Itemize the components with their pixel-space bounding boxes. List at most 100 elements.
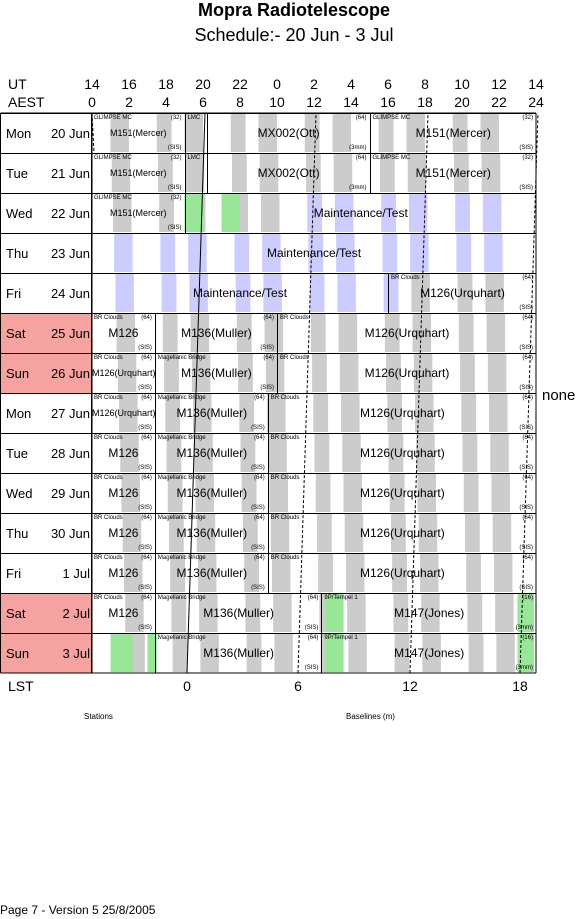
schedule-block[interactable]: Magellanic Bridge (64) M136(Muller) (SIS)	[154, 554, 268, 593]
day-date: 3 Jul	[62, 646, 90, 661]
schedule-block[interactable]: BR Clouds (64) M126(Urquhart) (SIS)	[267, 474, 536, 513]
lst-tick-label: 18	[512, 678, 528, 694]
block-project: M126(Urquhart)	[364, 326, 450, 340]
schedule-block[interactable]: GLIMPSE MC (32) M151(Mercer) (SIS)	[369, 154, 537, 193]
day-label: Tue 28 Jun	[0, 434, 92, 473]
schedule-block[interactable]: BR Clouds (64) M126 (SIS)	[92, 314, 155, 353]
schedule-block[interactable]: Magellanic Bridge (64) M136(Muller) (SIS)	[154, 394, 268, 433]
schedule-block[interactable]: BR Clouds (64) M126(Urquhart) (SIS)	[267, 434, 536, 473]
schedule-block[interactable]: BR Clouds (64) M126(Urquhart) (SIS)	[92, 394, 156, 433]
block-source: GLIMPSE MC	[94, 195, 132, 201]
day-label: Sat 25 Jun	[0, 314, 92, 353]
block-project: M126(Urquhart)	[364, 366, 450, 380]
schedule-block[interactable]: Magellanic Bridge (64) M136(Muller) (SIS)	[154, 634, 322, 673]
ut-tick-label: 10	[454, 76, 470, 92]
block-project: M136(Muller)	[203, 606, 274, 620]
aest-tick-label: 22	[491, 94, 507, 110]
block-project: M136(Muller)	[181, 326, 252, 340]
block-project: M147(Jones)	[394, 646, 465, 660]
block-receiver: (SIS)	[519, 465, 533, 471]
schedule-block[interactable]: GLIMPSE MC (32) M151(Mercer) (SIS)	[369, 114, 537, 153]
block-source: BR Clouds	[270, 555, 300, 561]
block-receiver: (SIS)	[138, 425, 152, 431]
schedule-block[interactable]: (64) MX002(Ott) (3mm)	[206, 154, 370, 193]
block-channels: (64)	[263, 315, 274, 321]
ut-label: UT	[8, 76, 27, 92]
schedule-block[interactable]: BR Clouds (64) M126 (SIS)	[92, 474, 155, 513]
schedule-block[interactable]: BR Clouds (64) M126(Urquhart) (SIS)	[267, 394, 536, 433]
schedule-row: Sun 3 Jul Magellanic Bridge (64) M136(Muller…	[0, 633, 536, 673]
schedule-block[interactable]: Magellanic Bridge (64) M136(Muller) (SIS)	[154, 594, 322, 633]
ut-tick-label: 0	[273, 76, 281, 92]
block-receiver: (SIS)	[167, 185, 182, 191]
schedule-row: Sun 26 Jun BR Clouds (64) M126(Urquhart) (SIS…	[0, 353, 536, 393]
schedule-row: Fri 24 Jun Maintenance/Test BR Clouds (64) M1…	[0, 273, 536, 313]
block-project: M126(Urquhart)	[92, 368, 156, 378]
block-source: BR Clouds	[270, 475, 300, 481]
schedule-block[interactable]: BR Clouds (64) M126(Urquhart) (SIS)	[267, 554, 536, 593]
aest-tick-label: 8	[236, 94, 244, 110]
block-project: M126(Urquhart)	[360, 406, 445, 420]
block-source: GLIMPSE MC	[94, 155, 132, 161]
block-channels: (64)	[522, 555, 533, 561]
block-source: Magellanic Bridge	[157, 355, 206, 361]
schedule-block[interactable]: BR Clouds (64) M126(Urquhart) (SIS)	[388, 274, 536, 313]
lst-tick-label: 12	[402, 678, 418, 694]
schedule-block[interactable]: GLIMPSE MC (32) M151(Mercer) (SIS)	[92, 194, 185, 233]
block-project: M151(Mercer)	[415, 166, 491, 180]
schedule-block[interactable]: LMC	[184, 154, 207, 193]
schedule-block[interactable]: Maintenance/Test	[184, 194, 537, 233]
block-project: M126	[108, 486, 139, 500]
block-source: GLIMPSE MC	[372, 115, 411, 121]
day-name: Sun	[6, 366, 30, 381]
aest-tick-label: 18	[417, 94, 433, 110]
aest-tick-label: 10	[269, 94, 285, 110]
schedule-row: Fri 1 Jul BR Clouds (64) M126 (SIS) Magellanic…	[0, 553, 536, 593]
block-channels: (16)	[522, 595, 533, 601]
schedule-block[interactable]: Magellanic Bridge (64) M136(Muller) (SIS)	[154, 514, 268, 553]
ut-tick-label: 16	[121, 76, 137, 92]
day-label: Sat 2 Jul	[0, 594, 92, 633]
block-source: LMC	[187, 155, 201, 161]
schedule-block[interactable]: 9P/Tempel 1 (16) M147(Jones) (3mm)	[321, 594, 536, 633]
schedule-block[interactable]: 9P/Tempel 1 (16) M147(Jones) (3mm)	[321, 634, 536, 673]
block-receiver: (SIS)	[251, 425, 265, 431]
schedule-block[interactable]: LMC	[184, 114, 207, 153]
block-channels: (64)	[254, 395, 265, 401]
schedule-block[interactable]: GLIMPSE MC (32) M151(Mercer) (SIS)	[92, 154, 185, 193]
schedule-block[interactable]: BR Clouds (64) M126(Urquhart) (SIS)	[92, 354, 156, 393]
schedule-block[interactable]: Magellanic Bridge (64) M136(Muller) (SIS)	[154, 354, 277, 393]
block-project: M136(Muller)	[203, 646, 274, 660]
block-channels: (16)	[522, 635, 533, 641]
ut-tick-label: 20	[195, 76, 211, 92]
schedule-block[interactable]: Maintenance/Test	[92, 234, 536, 273]
aest-label: AEST	[8, 94, 45, 110]
schedule-block[interactable]: GLIMPSE MC (32) M151(Mercer) (SIS)	[92, 114, 185, 153]
schedule-block[interactable]: Magellanic Bridge (64) M136(Muller) (SIS)	[154, 434, 268, 473]
schedule-block[interactable]: (64) MX002(Ott) (3mm)	[206, 114, 370, 153]
schedule-block[interactable]: BR Clouds (64) M126 (SIS)	[92, 514, 155, 553]
lst-tick-label: 6	[294, 678, 302, 694]
schedule-block[interactable]: Magellanic Bridge (64) M136(Muller) (SIS)	[154, 474, 268, 513]
block-receiver: (SIS)	[519, 305, 533, 311]
schedule-block[interactable]: BR Clouds (64) M126(Urquhart) (SIS)	[277, 354, 536, 393]
day-date: 22 Jun	[50, 206, 90, 221]
schedule-block[interactable]: BR Clouds (64) M126(Urquhart) (SIS)	[277, 314, 536, 353]
schedule-block[interactable]: BR Clouds (64) M126 (SIS)	[92, 594, 155, 633]
day-label: Thu 30 Jun	[0, 514, 92, 553]
block-receiver: (SIS)	[519, 345, 533, 351]
block-channels: (64)	[254, 435, 265, 441]
schedule-block[interactable]: (64) M136(Muller) (SIS)	[154, 314, 277, 353]
ut-tick-label: 14	[84, 76, 100, 92]
schedule-block[interactable]: BR Clouds (64) M126 (SIS)	[92, 554, 155, 593]
baselines-label: Baselines (m)	[346, 712, 395, 721]
day-date: 23 Jun	[50, 246, 90, 261]
day-name: Mon	[6, 406, 32, 421]
day-date: 27 Jun	[50, 406, 90, 421]
schedule-block[interactable]: BR Clouds (64) M126(Urquhart) (SIS)	[267, 514, 536, 553]
block-receiver: (3mm)	[349, 145, 367, 151]
schedule-block[interactable]: BR Clouds (64) M126 (SIS)	[92, 434, 155, 473]
schedule-block[interactable]: Maintenance/Test	[92, 274, 388, 313]
block-project: M126(Urquhart)	[360, 486, 445, 500]
ut-tick-label: 12	[491, 76, 507, 92]
